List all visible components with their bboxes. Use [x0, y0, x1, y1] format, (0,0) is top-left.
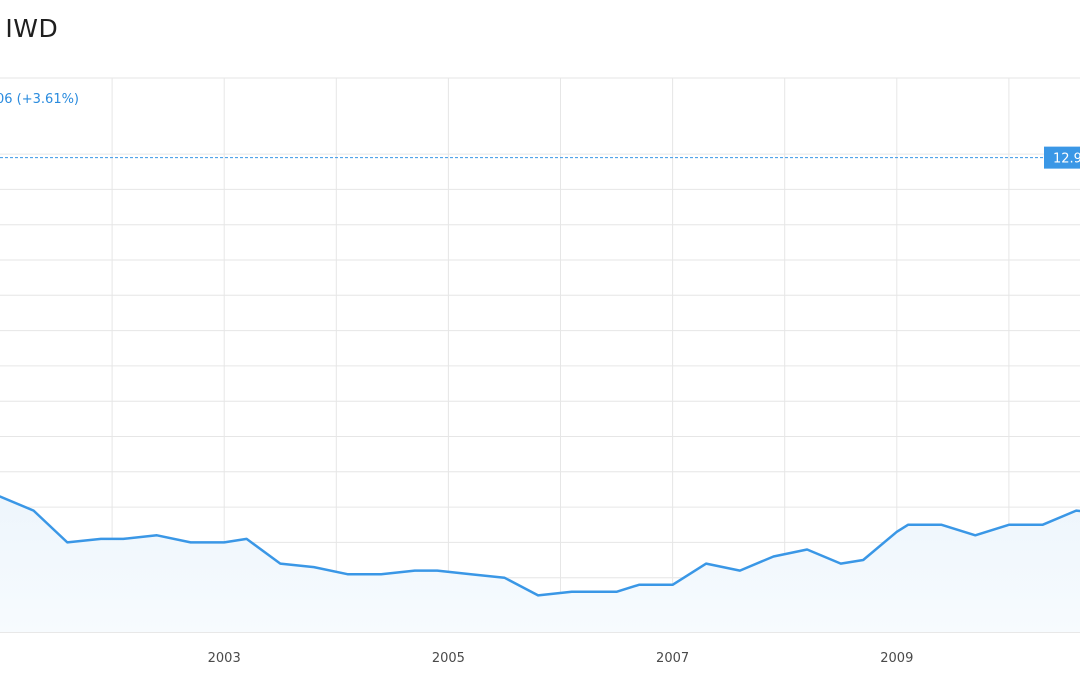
price-change: 06 (+3.61%) — [0, 92, 80, 107]
symbol-title: / IWD — [0, 14, 59, 43]
horizontal-gridlines — [0, 77, 1080, 633]
x-tick-label: 2003 — [208, 651, 241, 666]
series-area — [0, 496, 1080, 632]
x-axis-ticks: 2003200520072009201120132015201720192 — [208, 651, 914, 666]
last-price-marker: 12.9 — [0, 146, 1080, 169]
last-price-tag — [1044, 146, 1080, 169]
vertical-gridlines — [111, 78, 1010, 632]
series-layer — [0, 495, 1080, 632]
last-price-tag-label: 12.9 — [1053, 152, 1080, 167]
series-line — [0, 495, 1080, 597]
x-tick-label: 2005 — [432, 651, 465, 666]
x-tick-label: 2007 — [656, 651, 689, 666]
x-tick-label: 2009 — [880, 651, 913, 666]
